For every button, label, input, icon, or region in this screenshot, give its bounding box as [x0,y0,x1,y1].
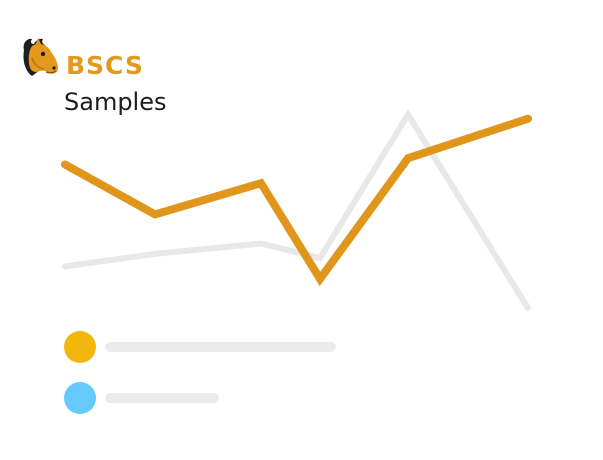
series-line-primary [61,114,532,287]
series-line-secondary [62,108,531,311]
brand-name: BSCS [66,51,144,80]
horse-head-logo-icon [23,38,58,76]
legend-placeholder-bar [105,342,336,352]
page-title: Samples [64,88,167,116]
legend-gold-dot-icon [64,331,96,363]
legend-blue-dot-icon [64,382,96,414]
legend-placeholder-bar [105,393,219,403]
